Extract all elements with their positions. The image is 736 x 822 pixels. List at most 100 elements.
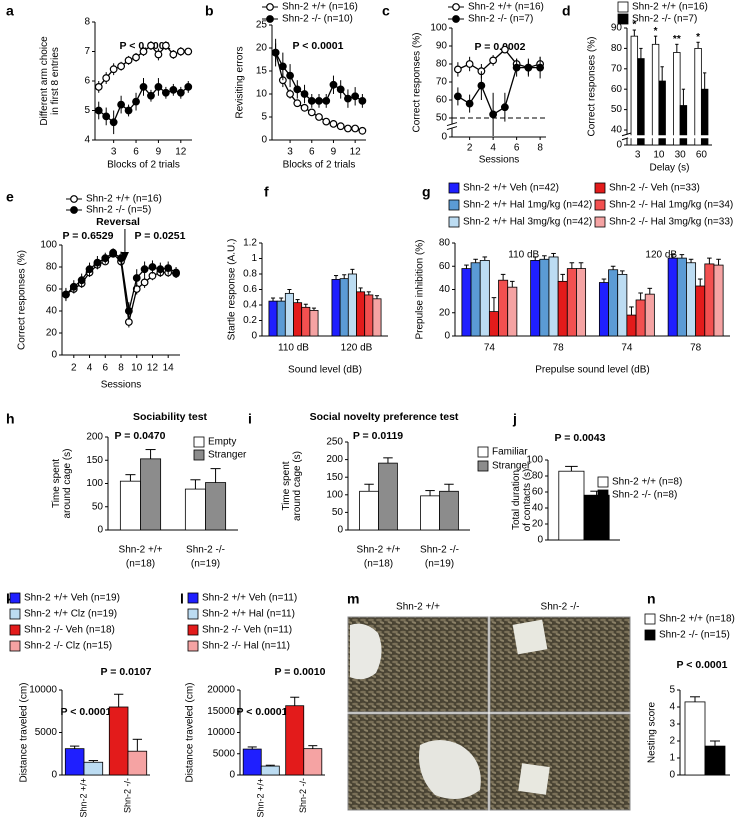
x-axis-label: Delay (s) — [649, 163, 689, 174]
bar — [576, 268, 587, 337]
legend-label: Shn-2 +/+ (n=16) — [632, 2, 708, 13]
annotation: P = 0.0002 — [475, 41, 526, 53]
y-axis-label: around cage (s) — [292, 451, 303, 521]
legend-swatch — [594, 216, 606, 228]
legend-swatch — [70, 206, 78, 214]
legend-swatch — [477, 446, 489, 458]
bar — [268, 300, 278, 337]
legend-label: Shn-2 -/- Veh (n=33) — [609, 183, 700, 194]
panel-label: m — [347, 591, 359, 607]
bar — [635, 299, 646, 337]
x-tick-label: 74 — [484, 343, 496, 354]
y-tick-label: 80 — [439, 238, 451, 249]
data-point — [300, 103, 309, 112]
data-point — [93, 258, 102, 267]
annotation: P = 0.0010 — [275, 666, 326, 678]
data-point — [132, 53, 140, 62]
data-point — [322, 117, 331, 126]
y-tick-label: 0 — [444, 331, 450, 342]
data-point — [351, 92, 360, 101]
bar — [713, 264, 724, 337]
bar — [479, 260, 490, 337]
unused-nestlet — [512, 619, 548, 655]
annotation: P = 0.0470 — [115, 430, 166, 442]
annotation: P = 0.6529 — [63, 230, 114, 242]
data-point — [176, 88, 185, 97]
bar — [676, 257, 687, 337]
x-tick-sublabel: (n=18) — [126, 559, 155, 570]
data-point — [286, 90, 294, 98]
x-tick-label: 9 — [156, 147, 162, 158]
data-point — [329, 80, 338, 89]
legend-label: Shn-2 +/+ (n=16) — [86, 194, 162, 205]
y-tick-label: 50 — [92, 501, 104, 512]
bar — [309, 310, 319, 337]
y-tick-label: 4 — [84, 135, 90, 146]
data-point — [315, 113, 323, 121]
data-point — [344, 94, 352, 103]
bar — [684, 701, 706, 776]
y-tick-label: 200 — [326, 454, 343, 465]
x-tick-label: 14 — [163, 363, 175, 374]
bar — [626, 314, 637, 337]
data-point — [524, 63, 533, 72]
bar — [339, 278, 349, 337]
x-tick-label: 8 — [118, 363, 124, 374]
panel-label: c — [382, 3, 390, 19]
y-tick-label: 7 — [84, 46, 90, 57]
legend-label: Shn-2 -/- (n=5) — [86, 205, 151, 216]
legend-label: Shn-2 -/- Hal 3mg/kg (n=33) — [609, 217, 733, 228]
y-tick-label: 0.4 — [243, 300, 257, 311]
y-tick-label: 0.2 — [243, 315, 257, 326]
y-axis-label: Time spent — [281, 461, 292, 510]
bar — [356, 291, 366, 337]
x-tick-label: 78 — [690, 343, 702, 354]
annotation: P < 0.0001 — [677, 659, 728, 671]
bar — [507, 286, 518, 337]
panel-label: e — [6, 189, 14, 205]
x-axis-label: Blocks of 2 trials — [283, 160, 356, 171]
bar — [548, 256, 559, 337]
bar — [694, 48, 702, 146]
bar — [704, 263, 715, 337]
x-tick-sublabel: (n=19) — [191, 559, 220, 570]
x-tick-label: 12 — [350, 147, 362, 158]
data-point — [77, 276, 86, 285]
data-point — [85, 265, 94, 274]
data-point — [300, 90, 309, 98]
y-tick-label: 50 — [332, 507, 344, 518]
y-tick-label: 2 — [669, 736, 675, 747]
bar — [64, 748, 85, 776]
x-tick-label: 60 — [696, 150, 708, 161]
x-tick-label: 120 dB — [341, 343, 373, 354]
y-tick-label: 50 — [436, 113, 448, 124]
y-tick-label: 10 — [256, 89, 268, 100]
y-tick-label: 40 — [46, 306, 58, 317]
data-point — [489, 56, 498, 65]
data-point — [140, 265, 149, 274]
y-tick-label: 40 — [532, 503, 544, 514]
legend-swatch — [9, 608, 21, 620]
y-tick-label: 60 — [46, 284, 58, 295]
data-point — [465, 60, 474, 68]
x-tick-label: 30 — [675, 150, 687, 161]
data-point — [109, 118, 118, 127]
nest-material — [419, 740, 481, 799]
chart-title: Sociability test — [133, 411, 208, 423]
legend-swatch — [594, 182, 606, 194]
bar — [285, 705, 305, 776]
y-tick-label: 1.2 — [243, 238, 257, 249]
data-point — [512, 63, 521, 72]
y-axis-label: Correct responses (%) — [17, 250, 28, 350]
y-tick-label: 0 — [616, 140, 622, 151]
y-axis-label: Prepulse inhibition (%) — [415, 239, 426, 339]
legend-label: Shn-2 +/+ Clz (n=19) — [24, 609, 117, 620]
y-tick-label: 0 — [97, 525, 103, 536]
legend-swatch — [617, 1, 629, 13]
x-tick-label: 9 — [331, 147, 337, 158]
x-tick-label: 2 — [467, 143, 473, 154]
x-tick-label: 3 — [287, 147, 293, 158]
bar — [260, 765, 280, 776]
